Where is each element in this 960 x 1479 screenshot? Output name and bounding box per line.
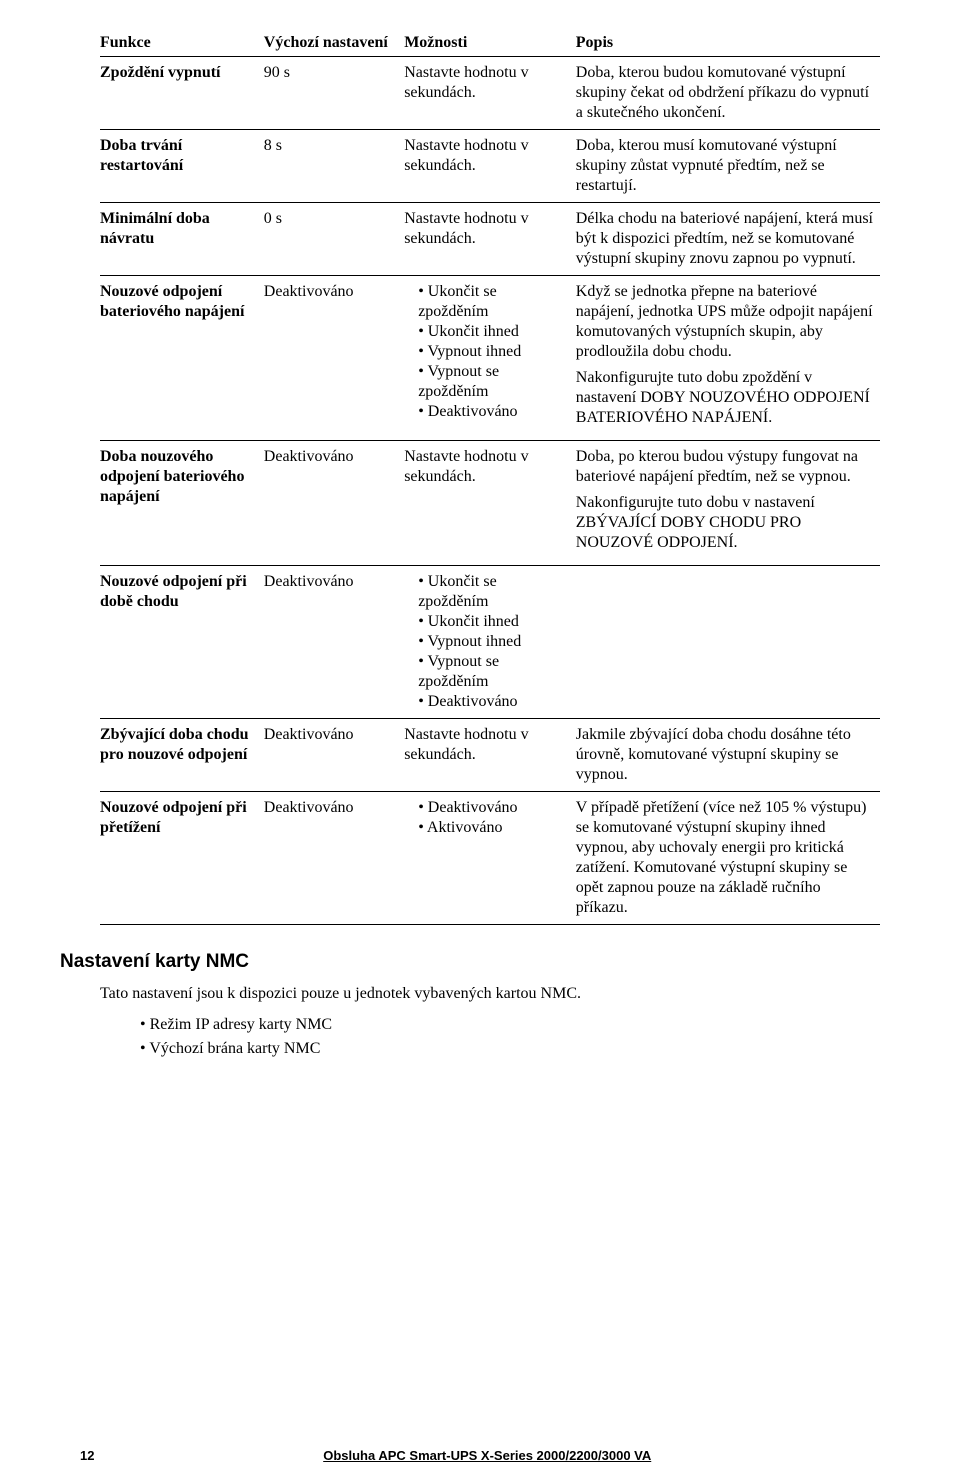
page-footer: 12 Obsluha APC Smart-UPS X-Series 2000/2… xyxy=(80,1448,880,1463)
opt-item: Vypnout se zpožděním xyxy=(418,652,570,692)
cell-desc: V případě přetížení (více než 105 % výst… xyxy=(576,792,880,925)
th-funkce: Funkce xyxy=(100,30,264,57)
opt-item: Ukončit se zpožděním xyxy=(418,572,570,612)
desc-para: Když se jednotka přepne na bateriové nap… xyxy=(576,282,874,362)
table-row: Minimální doba návratu 0 s Nastavte hodn… xyxy=(100,203,880,276)
cell-func: Minimální doba návratu xyxy=(100,203,264,276)
cell-func: Nouzové odpojení při přetížení xyxy=(100,792,264,925)
opt-item: Deaktivováno xyxy=(418,402,570,422)
cell-func: Nouzové odpojení bateriového napájení xyxy=(100,276,264,441)
desc-para: Nakonfigurujte tuto dobu v nastavení ZBÝ… xyxy=(576,493,874,553)
body-list-item: Výchozí brána karty NMC xyxy=(140,1037,880,1061)
cell-desc: Délka chodu na bateriové napájení, která… xyxy=(576,203,880,276)
desc-para: Nakonfigurujte tuto dobu zpoždění v nast… xyxy=(576,368,874,428)
cell-opt: Nastavte hodnotu v sekundách. xyxy=(404,130,576,203)
opt-item: Deaktivováno xyxy=(418,798,570,818)
section-heading: Nastavení karty NMC xyxy=(60,951,880,973)
footer-title: Obsluha APC Smart-UPS X-Series 2000/2200… xyxy=(80,1448,880,1463)
cell-opt: Deaktivováno Aktivováno xyxy=(404,792,576,925)
opt-item: Ukončit ihned xyxy=(418,612,570,632)
cell-opt: Ukončit se zpožděním Ukončit ihned Vypno… xyxy=(404,276,576,441)
opt-item: Vypnout ihned xyxy=(418,342,570,362)
cell-desc: Doba, kterou budou komutované výstupní s… xyxy=(576,57,880,130)
opt-item: Ukončit se zpožděním xyxy=(418,282,570,322)
cell-def: Deaktivováno xyxy=(264,566,404,719)
desc-para: Doba, po kterou budou výstupy fungovat n… xyxy=(576,447,874,487)
opt-item: Deaktivováno xyxy=(418,692,570,712)
th-vychozi: Výchozí nastavení xyxy=(264,30,404,57)
th-moznosti: Možnosti xyxy=(404,30,576,57)
cell-def: Deaktivováno xyxy=(264,792,404,925)
cell-opt: Nastavte hodnotu v sekundách. xyxy=(404,57,576,130)
body-list-item: Režim IP adresy karty NMC xyxy=(140,1013,880,1037)
table-row: Nouzové odpojení bateriového napájení De… xyxy=(100,276,880,441)
table-row: Doba trvání restartování 8 s Nastavte ho… xyxy=(100,130,880,203)
cell-def: Deaktivováno xyxy=(264,441,404,566)
cell-def: Deaktivováno xyxy=(264,276,404,441)
cell-opt: Nastavte hodnotu v sekundách. xyxy=(404,441,576,566)
table-row: Zbývající doba chodu pro nouzové odpojen… xyxy=(100,719,880,792)
body-list: Režim IP adresy karty NMC Výchozí brána … xyxy=(140,1013,880,1061)
cell-def: 90 s xyxy=(264,57,404,130)
table-row: Zpoždění vypnutí 90 s Nastavte hodnotu v… xyxy=(100,57,880,130)
cell-desc: Doba, po kterou budou výstupy fungovat n… xyxy=(576,441,880,566)
opt-item: Aktivováno xyxy=(418,818,570,838)
cell-func: Zpoždění vypnutí xyxy=(100,57,264,130)
cell-func: Doba trvání restartování xyxy=(100,130,264,203)
th-popis: Popis xyxy=(576,30,880,57)
table-row: Nouzové odpojení při přetížení Deaktivov… xyxy=(100,792,880,925)
footer-page-number: 12 xyxy=(80,1448,94,1463)
cell-opt: Nastavte hodnotu v sekundách. xyxy=(404,203,576,276)
cell-func: Doba nouzového odpojení bateriového napá… xyxy=(100,441,264,566)
cell-def: 8 s xyxy=(264,130,404,203)
opt-item: Vypnout se zpožděním xyxy=(418,362,570,402)
cell-desc: Doba, kterou musí komutované výstupní sk… xyxy=(576,130,880,203)
opt-item: Vypnout ihned xyxy=(418,632,570,652)
cell-func: Zbývající doba chodu pro nouzové odpojen… xyxy=(100,719,264,792)
cell-opt: Nastavte hodnotu v sekundách. xyxy=(404,719,576,792)
cell-desc xyxy=(576,566,880,719)
cell-desc: Jakmile zbývající doba chodu dosáhne tét… xyxy=(576,719,880,792)
cell-def: Deaktivováno xyxy=(264,719,404,792)
table-row: Nouzové odpojení při době chodu Deaktivo… xyxy=(100,566,880,719)
cell-desc: Když se jednotka přepne na bateriové nap… xyxy=(576,276,880,441)
table-row: Doba nouzového odpojení bateriového napá… xyxy=(100,441,880,566)
cell-func: Nouzové odpojení při době chodu xyxy=(100,566,264,719)
cell-def: 0 s xyxy=(264,203,404,276)
settings-table: Funkce Výchozí nastavení Možnosti Popis … xyxy=(100,30,880,925)
opt-item: Ukončit ihned xyxy=(418,322,570,342)
cell-opt: Ukončit se zpožděním Ukončit ihned Vypno… xyxy=(404,566,576,719)
body-paragraph: Tato nastavení jsou k dispozici pouze u … xyxy=(100,983,880,1005)
